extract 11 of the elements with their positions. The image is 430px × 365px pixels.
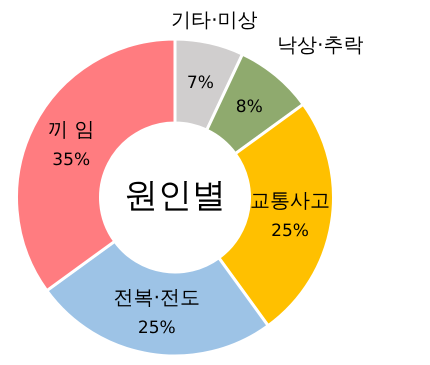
slice-label: 전복·전도 <box>114 284 200 309</box>
slice-label: 낙상·추락 <box>277 32 364 56</box>
slice-label: 교통사고 <box>250 188 330 212</box>
data-label: 8% <box>236 97 263 118</box>
data-label: 25% <box>271 221 309 242</box>
data-label: 25% <box>138 318 176 338</box>
text: 원인별 <box>124 175 226 216</box>
data-label: 35% <box>52 150 90 170</box>
slice-label: 기타·미상 <box>171 8 258 32</box>
data-label: 7% <box>186 73 214 94</box>
slice-label: 끼 임 <box>48 116 94 141</box>
